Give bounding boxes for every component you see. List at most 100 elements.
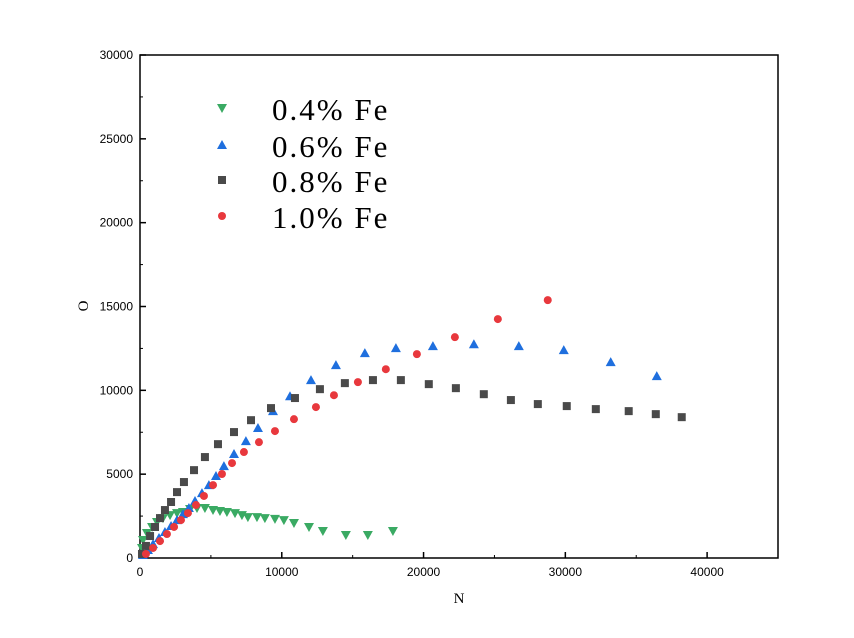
data-point: [259, 514, 270, 524]
data-point: [160, 506, 169, 515]
data-point: [252, 423, 263, 433]
data-point: [172, 509, 183, 519]
data-point: [208, 506, 219, 516]
data-point: [330, 360, 341, 370]
data-point: [173, 488, 182, 497]
x-tick-label: 40000: [690, 565, 724, 579]
data-point: [240, 436, 251, 446]
data-point: [239, 448, 248, 457]
data-point: [213, 440, 222, 449]
data-point: [468, 339, 479, 349]
data-point: [303, 522, 314, 532]
data-point: [217, 469, 226, 478]
data-point: [267, 404, 276, 413]
data-point: [179, 478, 188, 487]
data-point: [651, 371, 662, 381]
data-point: [290, 394, 299, 403]
y-tick-label: 15000: [100, 300, 134, 314]
data-point: [229, 428, 238, 437]
x-tick-label: 30000: [549, 565, 583, 579]
x-tick-label: 20000: [407, 565, 441, 579]
data-point: [209, 481, 218, 490]
series-0-6--Fe: [137, 339, 662, 559]
legend-item: 0.4% Fe: [217, 92, 389, 127]
data-point: [210, 471, 221, 481]
legend-label: 0.4% Fe: [272, 92, 389, 127]
data-point: [396, 376, 405, 385]
data-point: [200, 453, 209, 462]
data-point: [381, 365, 390, 374]
data-point: [562, 402, 571, 411]
data-point: [493, 315, 502, 324]
y-tick-label: 0: [126, 551, 133, 565]
data-point: [190, 466, 199, 475]
y-tick-label: 5000: [106, 467, 133, 481]
data-point: [288, 518, 299, 528]
data-point: [254, 438, 263, 447]
x-tick-label: 10000: [265, 565, 299, 579]
series-0-8--Fe: [137, 376, 686, 558]
legend-item: 0.8% Fe: [218, 164, 387, 199]
data-point: [558, 345, 569, 355]
data-point: [479, 390, 488, 399]
x-tick-label: 0: [137, 565, 144, 579]
data-point: [368, 376, 377, 385]
data-point: [651, 410, 660, 419]
data-point: [289, 415, 298, 424]
data-point: [199, 491, 208, 500]
legend-item: 1.0% Fe: [218, 200, 387, 235]
data-point: [329, 391, 338, 400]
data-point: [242, 513, 253, 523]
data-point: [228, 459, 237, 468]
data-point: [176, 516, 185, 525]
data-point: [353, 378, 362, 387]
data-point: [624, 407, 633, 416]
series-1-0--Fe: [141, 296, 552, 558]
data-point: [677, 413, 686, 422]
y-tick-label: 30000: [100, 48, 134, 62]
y-tick-label: 10000: [100, 383, 134, 397]
data-point: [513, 341, 524, 351]
data-point: [533, 400, 542, 409]
data-point: [218, 461, 229, 471]
data-point: [506, 396, 515, 405]
y-tick-label: 20000: [100, 216, 134, 230]
data-point: [317, 527, 328, 537]
data-point: [146, 532, 155, 541]
legend-marker: [218, 212, 226, 220]
data-point: [305, 375, 316, 385]
data-point: [315, 385, 324, 394]
legend-marker: [217, 104, 227, 113]
legend-label: 0.6% Fe: [272, 129, 389, 164]
y-tick-label: 25000: [100, 132, 134, 146]
data-point: [390, 343, 401, 353]
data-point: [311, 403, 320, 412]
data-point: [270, 427, 279, 436]
data-point: [247, 416, 256, 425]
data-point: [427, 341, 438, 351]
data-point: [155, 514, 164, 523]
data-point: [149, 543, 158, 552]
data-point: [192, 501, 201, 510]
data-point: [605, 357, 616, 367]
data-point: [155, 537, 164, 546]
data-point: [278, 516, 289, 526]
data-point: [412, 350, 421, 359]
data-point: [151, 522, 160, 531]
data-point: [451, 384, 460, 393]
data-point: [424, 380, 433, 389]
data-point: [340, 531, 351, 541]
data-point: [162, 530, 171, 539]
data-point: [170, 522, 179, 531]
data-point: [167, 497, 176, 506]
legend-item: 0.6% Fe: [217, 129, 389, 164]
data-point: [183, 509, 192, 518]
data-point: [591, 405, 600, 414]
data-point: [387, 527, 398, 537]
data-point: [221, 508, 232, 518]
data-point: [214, 507, 225, 517]
data-point: [141, 541, 150, 550]
data-point: [251, 513, 262, 523]
data-point: [199, 504, 210, 514]
